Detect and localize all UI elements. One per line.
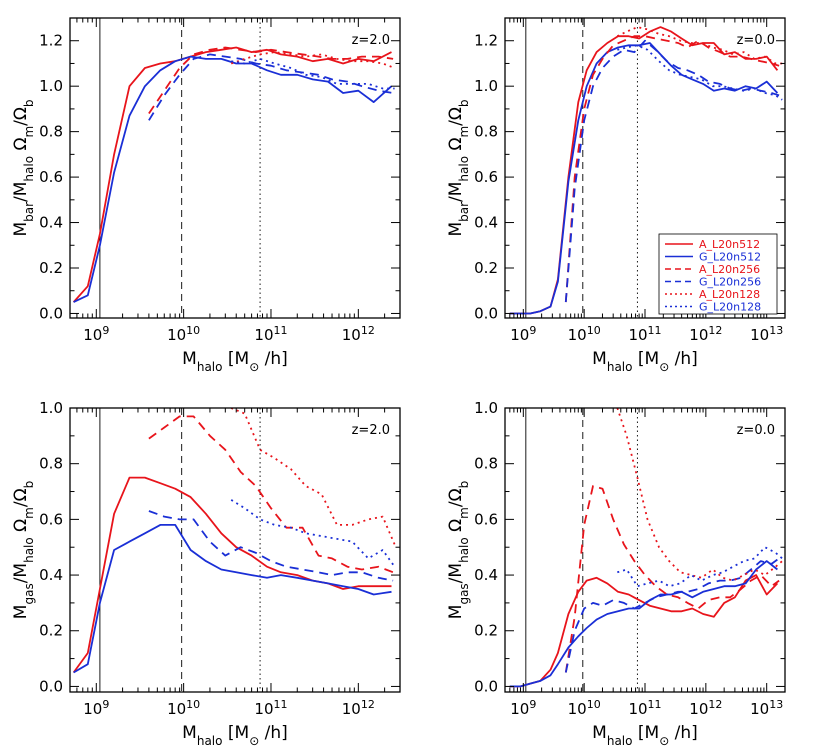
y-tick-label: 0.4 bbox=[474, 214, 498, 232]
y-tick-label: 0.4 bbox=[39, 214, 63, 232]
y-tick-label: 1.2 bbox=[39, 32, 63, 50]
x-tick-label: 1010 bbox=[568, 324, 601, 345]
series-group bbox=[72, 408, 396, 674]
series-line-g-l20n256 bbox=[564, 39, 780, 303]
y-tick-label: 1.0 bbox=[474, 399, 498, 417]
x-tick-label: 1010 bbox=[167, 698, 200, 719]
series-line-g-l20n128 bbox=[617, 546, 783, 588]
x-tick-label: 1011 bbox=[254, 324, 287, 345]
series-line-a-l20n512 bbox=[509, 574, 779, 688]
x-tick-label: 1012 bbox=[342, 324, 375, 345]
series-line-g-l20n256 bbox=[148, 53, 394, 121]
x-tick-label: 1012 bbox=[689, 698, 722, 719]
series-line-a-l20n512 bbox=[72, 46, 392, 303]
legend-entry-label: G_L20n128 bbox=[699, 301, 761, 314]
series-line-g-l20n512 bbox=[509, 560, 778, 688]
series-line-a-l20n256 bbox=[148, 46, 394, 115]
series-line-a-l20n512 bbox=[72, 476, 392, 674]
redshift-label: z=0.0 bbox=[737, 33, 775, 48]
y-axis-label: Mbar/Mhalo Ωm/Ωb bbox=[11, 99, 36, 236]
x-tick-label: 1012 bbox=[342, 698, 375, 719]
legend-entry-label: A_L20n256 bbox=[699, 263, 760, 276]
y-tick-label: 0.8 bbox=[474, 123, 498, 141]
x-tick-label: 1013 bbox=[750, 698, 783, 719]
x-axis-label: Mhalo [M⊙ /h] bbox=[182, 349, 288, 374]
legend-entry-label: G_L20n512 bbox=[699, 251, 761, 264]
x-tick-label: 109 bbox=[83, 698, 109, 719]
x-tick-label: 1012 bbox=[689, 324, 722, 345]
x-tick-label: 1010 bbox=[568, 698, 601, 719]
y-tick-label: 0.2 bbox=[39, 259, 63, 277]
x-tick-label: 1013 bbox=[750, 324, 783, 345]
x-tick-label: 1011 bbox=[628, 324, 661, 345]
x-tick-label: 109 bbox=[510, 324, 536, 345]
series-line-g-l20n512 bbox=[73, 55, 393, 303]
y-tick-label: 0.0 bbox=[39, 304, 63, 322]
y-tick-label: 0.6 bbox=[39, 168, 63, 186]
y-tick-label: 1.0 bbox=[39, 399, 63, 417]
series-line-g-l20n512 bbox=[509, 42, 779, 315]
y-tick-label: 0.4 bbox=[39, 566, 63, 584]
x-tick-label: 1010 bbox=[167, 324, 200, 345]
y-tick-label: 1.0 bbox=[39, 77, 63, 95]
series-line-g-l20n512 bbox=[73, 524, 392, 674]
y-tick-label: 0.4 bbox=[474, 566, 498, 584]
y-tick-label: 0.2 bbox=[39, 622, 63, 640]
y-axis-label: Mgas/Mhalo Ωm/Ωb bbox=[446, 481, 471, 619]
y-tick-label: 1.0 bbox=[474, 77, 498, 95]
panel-bottom-left: 109 1010 1011 1012 0.0 0.2 0.4 0.6 0.8 1.0 Mhalo [… bbox=[11, 399, 401, 747]
series-group bbox=[509, 408, 783, 688]
y-axis-label: Mbar/Mhalo Ωm/Ωb bbox=[446, 99, 471, 236]
y-tick-label: 0.6 bbox=[39, 510, 63, 528]
legend-box bbox=[658, 233, 778, 315]
y-tick-label: 0.2 bbox=[474, 259, 498, 277]
y-tick-label: 0.2 bbox=[474, 622, 498, 640]
x-tick-label: 109 bbox=[83, 324, 109, 345]
x-axis-label: Mhalo [M⊙ /h] bbox=[592, 349, 698, 374]
series-line-a-l20n128 bbox=[230, 51, 395, 69]
series-line-a-l20n256 bbox=[564, 35, 780, 303]
x-axis-label: Mhalo [M⊙ /h] bbox=[592, 723, 698, 747]
legend-entry-label: A_L20n512 bbox=[699, 238, 760, 251]
x-tick-label: 1011 bbox=[628, 698, 661, 719]
series-line-g-l20n256 bbox=[564, 557, 780, 673]
y-tick-label: 0.8 bbox=[39, 455, 63, 473]
x-axis-label: Mhalo [M⊙ /h] bbox=[182, 723, 288, 747]
y-tick-label: 0.8 bbox=[39, 123, 63, 141]
y-tick-label: 0.0 bbox=[474, 677, 498, 695]
x-tick-label: 1011 bbox=[254, 698, 287, 719]
y-axis-label: Mgas/Mhalo Ωm/Ωb bbox=[11, 481, 36, 619]
y-tick-label: 0.6 bbox=[474, 168, 498, 186]
panel-top-left: 109 1010 1011 1012 0.0 0.2 0.4 0.6 0.8 1.0 1.2 Mhal… bbox=[11, 17, 401, 374]
redshift-label: z=2.0 bbox=[352, 423, 390, 438]
series-line-a-l20n256 bbox=[148, 415, 394, 574]
y-tick-label: 1.2 bbox=[474, 32, 498, 50]
legend-entry-label: A_L20n128 bbox=[699, 288, 760, 301]
y-tick-label: 0.0 bbox=[39, 677, 63, 695]
redshift-label: z=0.0 bbox=[737, 423, 775, 438]
series-line-g-l20n128 bbox=[231, 58, 395, 90]
panel-bottom-right: 109 1010 1011 1012 1013 0.0 0.2 0.4 0.6 0.8 1.0 Mha… bbox=[446, 399, 786, 747]
legend: A_L20n512G_L20n512A_L20n256G_L20n256A_L2… bbox=[658, 233, 778, 315]
series-line-a-l20n256 bbox=[564, 485, 780, 673]
series-group bbox=[72, 46, 395, 303]
series-line-a-l20n128 bbox=[230, 408, 396, 545]
redshift-label: z=2.0 bbox=[352, 33, 390, 48]
plot-frame bbox=[69, 17, 401, 319]
plot-frame bbox=[69, 407, 401, 693]
series-group bbox=[509, 26, 783, 315]
series-line-g-l20n128 bbox=[617, 44, 783, 101]
series-line-g-l20n256 bbox=[148, 510, 394, 582]
series-line-g-l20n128 bbox=[230, 499, 396, 568]
panel-top-right: 109 1010 1011 1012 1013 0.0 0.2 0.4 0.6 0.8 1.0 1.2… bbox=[446, 17, 786, 374]
y-tick-label: 0.6 bbox=[474, 510, 498, 528]
x-tick-label: 109 bbox=[510, 698, 536, 719]
y-tick-label: 0.0 bbox=[474, 304, 498, 322]
legend-entry-label: G_L20n256 bbox=[699, 276, 761, 289]
plot-frame bbox=[504, 407, 786, 693]
y-tick-label: 0.8 bbox=[474, 455, 498, 473]
